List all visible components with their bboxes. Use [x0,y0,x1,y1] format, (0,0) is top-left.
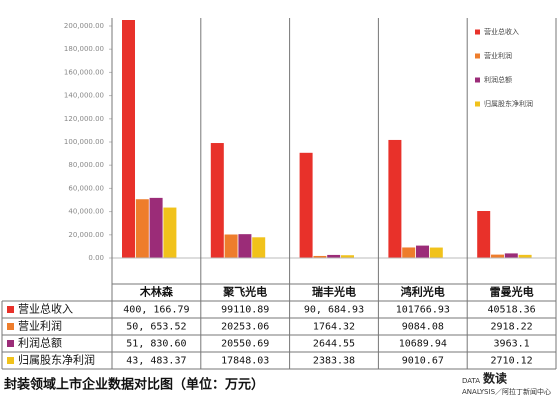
table-value: 20550.69 [221,339,269,350]
bar [238,234,252,258]
brand: DATA [462,377,480,385]
row-swatch [7,340,14,347]
legend-label: 利润总额 [484,75,512,84]
y-tick-label: 160,000.00 [64,68,104,76]
table-value: 17848.03 [221,356,269,367]
row-label: 营业利润 [18,319,62,333]
legend-label: 归属股东净利润 [484,99,533,108]
y-tick-label: 20,000.00 [68,231,104,239]
row-swatch [7,357,14,364]
bar [416,245,429,258]
table-value: 101766.93 [396,305,450,316]
table-value: 9010.67 [402,356,444,367]
chart-title: 封装领域上市企业数据对比图（单位：万元） [4,377,264,393]
table-value: 51, 830.60 [126,339,186,350]
category-label: 瑞丰光电 [312,285,356,299]
table-value: 2710.12 [491,356,533,367]
bar [163,207,177,258]
table-value: 90, 684.93 [304,305,364,316]
legend-label: 营业利润 [484,51,512,60]
legend-swatch [475,101,480,107]
bar [210,143,224,258]
bar [135,199,149,258]
legend-label: 营业总收入 [484,27,519,36]
bar [149,197,163,258]
y-tick-label: 100,000.00 [64,138,104,146]
table-value: 400, 166.79 [123,305,189,316]
bar [491,254,504,258]
bar [504,253,518,258]
table-value: 99110.89 [221,305,269,316]
table-value: 2383.38 [313,356,355,367]
bar [327,254,341,258]
legend-swatch [475,53,480,59]
table-value: 20253.06 [221,322,269,333]
bar [518,254,532,258]
legend-swatch [475,29,480,35]
bar [299,152,313,258]
table-value: 10689.94 [399,339,447,350]
source: ANALYSIS／阿拉丁新闻中心 [462,387,551,396]
legend-swatch [475,77,480,83]
y-tick-label: 120,000.00 [64,115,104,123]
bar [122,20,135,258]
table-value: 43, 483.37 [126,356,186,367]
table-value: 3963.1 [494,339,530,350]
brand-cn: 数读 [483,371,507,386]
row-swatch [7,306,14,313]
category-label: 聚飞光电 [222,285,267,299]
bar [429,247,443,258]
row-label: 归属股东净利润 [18,353,95,367]
bar [224,234,238,258]
table-value: 2644.55 [313,339,355,350]
y-tick-label: 40,000.00 [68,208,104,216]
y-tick-label: 180,000.00 [64,45,104,53]
y-tick-label: 0.00 [88,254,104,262]
table-value: 40518.36 [488,305,536,316]
category-label: 鸿利光电 [401,285,445,299]
row-swatch [7,323,14,330]
bar [388,139,402,258]
row-label: 利润总额 [18,336,62,350]
bar [402,247,416,258]
y-tick-label: 60,000.00 [68,184,104,192]
table-value: 9084.08 [402,322,444,333]
table-value: 2918.22 [491,322,533,333]
category-label: 木林森 [139,285,174,299]
y-tick-label: 140,000.00 [64,92,104,100]
y-tick-label: 80,000.00 [68,161,104,169]
row-label: 营业总收入 [18,302,73,316]
bar [252,237,266,258]
bar [341,255,354,258]
y-tick-label: 200,000.00 [64,22,104,30]
bar [313,255,327,258]
table-value: 1764.32 [313,322,355,333]
bar [477,210,491,258]
category-label: 雷曼光电 [490,285,534,299]
table-value: 50, 653.52 [126,322,186,333]
